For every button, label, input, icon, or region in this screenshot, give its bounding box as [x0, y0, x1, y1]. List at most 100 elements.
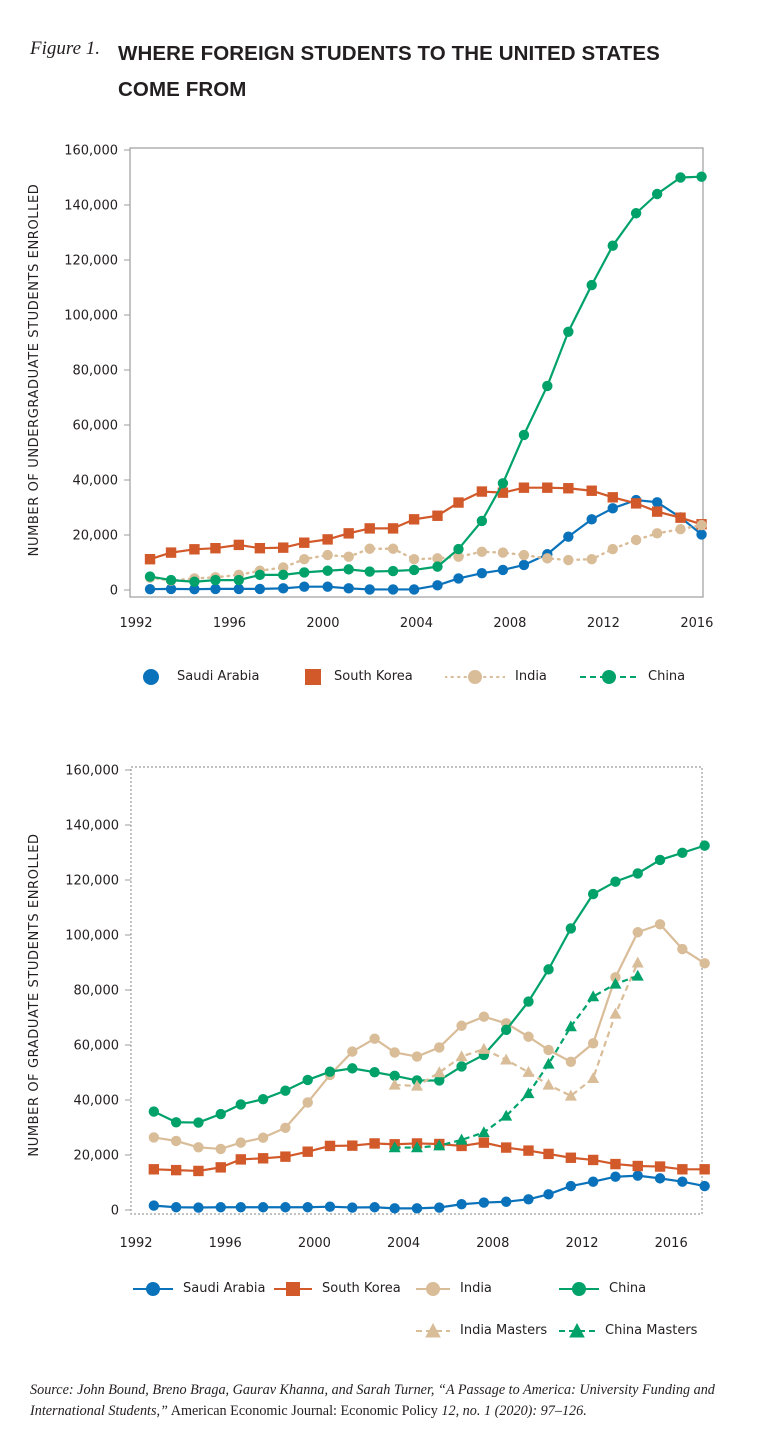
saudi-arabia-point	[411, 1203, 423, 1214]
south-korea-point	[500, 1142, 512, 1153]
china-point	[210, 574, 221, 586]
india-point	[322, 549, 333, 561]
south-korea-point	[586, 485, 597, 496]
south-korea-point	[523, 1145, 534, 1156]
legend-item-india-masters: India Masters	[416, 1321, 547, 1341]
legend-label: Saudi Arabia	[177, 669, 260, 684]
india-masters-point	[500, 1053, 513, 1065]
india-point	[523, 1031, 534, 1042]
saudi-arabia-point	[369, 1202, 380, 1213]
x-tick-label: 2008	[493, 616, 526, 631]
x-tick-label: 2016	[680, 616, 713, 631]
india-point	[632, 927, 643, 938]
india-point	[542, 553, 553, 564]
south-korea-point	[278, 542, 289, 553]
china-line	[153, 844, 705, 1124]
china-point	[543, 964, 554, 975]
south-korea-point	[343, 528, 354, 539]
china-masters-point	[587, 990, 600, 1002]
legend-label: China Masters	[605, 1323, 698, 1338]
y-axis-label: NUMBER OF UNDERGRADUATE STUDENTS ENROLLE…	[27, 184, 42, 557]
x-tick-label: 1996	[209, 1236, 242, 1251]
saudi-arabia-point	[254, 583, 266, 595]
south-korea-legend-marker	[286, 1282, 300, 1296]
south-korea-point	[193, 1165, 204, 1177]
china-point	[565, 923, 577, 934]
south-korea-point	[408, 514, 420, 525]
y-tick-label: 0	[111, 1204, 119, 1219]
saudi-arabia-point	[456, 1199, 467, 1210]
south-korea-point	[518, 482, 530, 493]
india-point	[432, 553, 443, 564]
china-point	[148, 1106, 160, 1117]
series-india-masters	[388, 956, 644, 1101]
china-masters-point	[388, 1141, 401, 1153]
legend-item-saudi-arabia: Saudi Arabia	[135, 667, 260, 687]
china-point	[675, 172, 686, 183]
south-korea-point	[322, 534, 333, 545]
china-masters-line	[394, 974, 639, 1149]
legend-label: India	[515, 669, 547, 684]
saudi-arabia-point	[654, 1173, 666, 1184]
china-legend-symbol	[559, 1282, 599, 1296]
india-masters-point	[410, 1079, 423, 1091]
south-korea-point	[632, 1160, 643, 1172]
india-masters-point	[522, 1066, 535, 1077]
india-legend-marker	[468, 670, 482, 684]
south-korea-point	[387, 523, 399, 534]
saudi-arabia-point	[651, 497, 663, 508]
india-masters-point	[542, 1078, 555, 1090]
china-masters-point	[500, 1109, 513, 1121]
saudi-arabia-point	[193, 1202, 204, 1213]
y-tick-label: 160,000	[65, 764, 119, 779]
india-masters-point	[564, 1089, 577, 1101]
legend-item-south-korea: South Korea	[274, 1279, 401, 1299]
series-china	[144, 171, 707, 587]
china-masters-legend-symbol	[559, 1323, 595, 1338]
saudi-arabia-point	[408, 584, 420, 595]
south-korea-point	[563, 483, 574, 494]
legend-label: India	[460, 1281, 492, 1296]
china-point	[165, 574, 177, 586]
india-point	[434, 1042, 445, 1053]
india-point	[651, 528, 663, 539]
china-point	[677, 847, 688, 858]
south-korea-point	[280, 1151, 291, 1162]
south-korea-point	[654, 1161, 666, 1172]
figure-title: WHERE FOREIGN STUDENTS TO THE UNITED STA…	[118, 42, 660, 101]
south-korea-point	[543, 1148, 554, 1160]
series-china	[148, 840, 710, 1128]
saudi-arabia-point	[387, 584, 399, 595]
india-point	[696, 519, 707, 531]
y-tick-label: 20,000	[73, 529, 119, 544]
y-tick-label: 160,000	[64, 144, 118, 159]
china-masters-point	[477, 1126, 490, 1138]
legend-label: South Korea	[322, 1281, 401, 1296]
saudi-arabia-point	[434, 1202, 445, 1213]
india-masters-point	[477, 1042, 490, 1054]
y-tick-label: 140,000	[65, 819, 119, 834]
india-point	[170, 1135, 182, 1147]
india-masters-point	[609, 1007, 622, 1019]
x-tick-label: 2000	[298, 1236, 331, 1251]
saudi-arabia-point	[347, 1202, 358, 1213]
india-point	[299, 554, 310, 565]
china-point	[302, 1074, 313, 1086]
india-point	[343, 551, 354, 562]
china-point	[233, 574, 245, 586]
india-point	[476, 546, 488, 557]
x-tick-label: 2012	[587, 616, 620, 631]
south-korea-legend-marker	[305, 669, 321, 685]
india-point	[411, 1051, 423, 1062]
south-korea-legend-symbol	[305, 669, 321, 685]
china-masters-point	[564, 1020, 577, 1032]
source-citation: 12, no. 1 (2020): 97–126.	[441, 1403, 587, 1419]
south-korea-point	[347, 1140, 358, 1151]
south-korea-point	[189, 544, 200, 555]
saudi-arabia-point	[280, 1202, 291, 1213]
saudi-arabia-point	[210, 583, 221, 595]
china-point	[193, 1117, 204, 1128]
india-masters-point	[388, 1078, 401, 1090]
china-point	[632, 868, 643, 879]
china-point	[170, 1117, 182, 1128]
